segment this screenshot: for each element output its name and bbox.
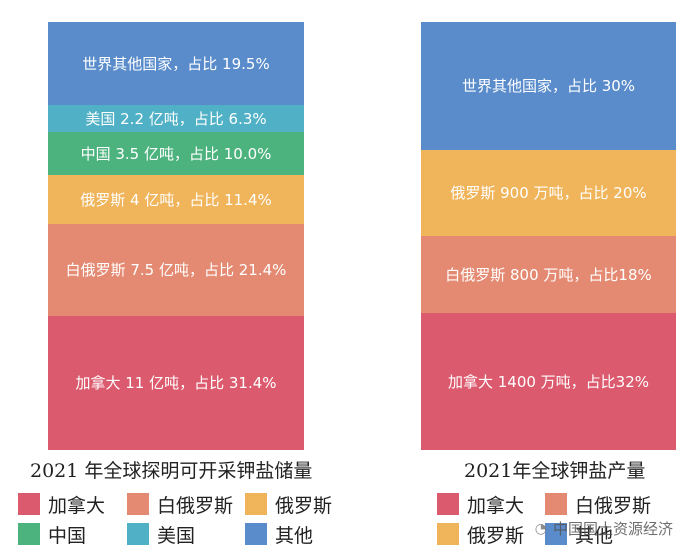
legend-label: 俄罗斯 (467, 524, 525, 547)
bar-segment-usa: 美国 2.2 亿吨，占比 6.3% (48, 105, 304, 133)
data-label-others: 世界其他国家，占比 30% (461, 77, 636, 96)
legend-swatch (18, 493, 40, 515)
bar-segment-china: 中国 3.5 亿吨，占比 10.0% (48, 132, 304, 176)
legend-item-canada: 加拿大 (18, 491, 105, 517)
legend-label: 加拿大 (48, 494, 106, 517)
legend-item-russia: 俄罗斯 (437, 521, 524, 547)
legend-swatch (245, 523, 267, 545)
bar-segment-russia: 俄罗斯 900 万吨，占比 20% (421, 150, 676, 236)
legend-item-belarus: 白俄罗斯 (127, 491, 233, 517)
bar-segment-belarus: 白俄罗斯 7.5 亿吨，占比 21.4% (48, 224, 304, 316)
legend-label: 中国 (48, 524, 87, 547)
data-label-belarus: 白俄罗斯 800 万吨，占比18% (445, 265, 652, 284)
legend-item-belarus: 白俄罗斯 (545, 491, 651, 517)
legend-label: 白俄罗斯 (575, 494, 652, 517)
bar-segment-canada: 加拿大 1400 万吨，占比32% (421, 313, 676, 450)
production-chart-title: 2021年全球钾盐产量 (464, 460, 646, 482)
legend-label: 加拿大 (467, 494, 525, 517)
watermark: ◔ 中国国土资源经济 (535, 518, 673, 539)
legend-label: 其他 (575, 524, 614, 547)
legend-swatch (18, 523, 40, 545)
legend-item-others: 其他 (545, 521, 613, 547)
watermark-text: 中国国土资源经济 (552, 520, 673, 538)
data-label-china: 中国 3.5 亿吨，占比 10.0% (80, 144, 272, 163)
legend-item-russia: 俄罗斯 (245, 491, 332, 517)
bar-segment-others: 世界其他国家，占比 30% (421, 22, 676, 151)
legend-item-others: 其他 (245, 521, 313, 547)
bar-segment-russia: 俄罗斯 4 亿吨，占比 11.4% (48, 175, 304, 225)
legend-item-china: 中国 (18, 521, 86, 547)
legend-swatch (127, 523, 149, 545)
legend-label: 其他 (275, 524, 314, 547)
reserves-stacked-bar: 加拿大 11 亿吨，占比 31.4% 白俄罗斯 7.5 亿吨，占比 21.4% 俄罗… (48, 22, 304, 450)
data-label-others: 世界其他国家，占比 19.5% (82, 54, 270, 73)
legend-swatch (127, 493, 149, 515)
legend-label: 白俄罗斯 (157, 494, 234, 517)
reserves-chart-title: 2021 年全球探明可开采钾盐储量 (30, 460, 313, 482)
legend-swatch (545, 493, 567, 515)
bar-segment-others: 世界其他国家，占比 19.5% (48, 22, 304, 106)
data-label-russia: 俄罗斯 4 亿吨，占比 11.4% (80, 190, 272, 209)
legend-label: 美国 (157, 524, 196, 547)
bar-segment-canada: 加拿大 11 亿吨，占比 31.4% (48, 315, 304, 450)
legend-swatch (245, 493, 267, 515)
data-label-canada: 加拿大 11 亿吨，占比 31.4% (75, 373, 277, 392)
legend-swatch (545, 523, 567, 545)
bar-segment-belarus: 白俄罗斯 800 万吨，占比18% (421, 236, 676, 314)
legend-swatch (437, 523, 459, 545)
legend-label: 俄罗斯 (275, 494, 333, 517)
data-label-usa: 美国 2.2 亿吨，占比 6.3% (85, 109, 267, 128)
legend-item-usa: 美国 (127, 521, 195, 547)
data-label-canada: 加拿大 1400 万吨，占比32% (447, 372, 650, 391)
wechat-icon: ◔ (534, 520, 547, 537)
data-label-russia: 俄罗斯 900 万吨，占比 20% (450, 184, 647, 203)
legend-item-canada: 加拿大 (437, 491, 524, 517)
production-stacked-bar: 加拿大 1400 万吨，占比32% 白俄罗斯 800 万吨，占比18% 俄罗斯 90… (421, 22, 676, 450)
legend-swatch (437, 493, 459, 515)
data-label-belarus: 白俄罗斯 7.5 亿吨，占比 21.4% (65, 260, 287, 279)
